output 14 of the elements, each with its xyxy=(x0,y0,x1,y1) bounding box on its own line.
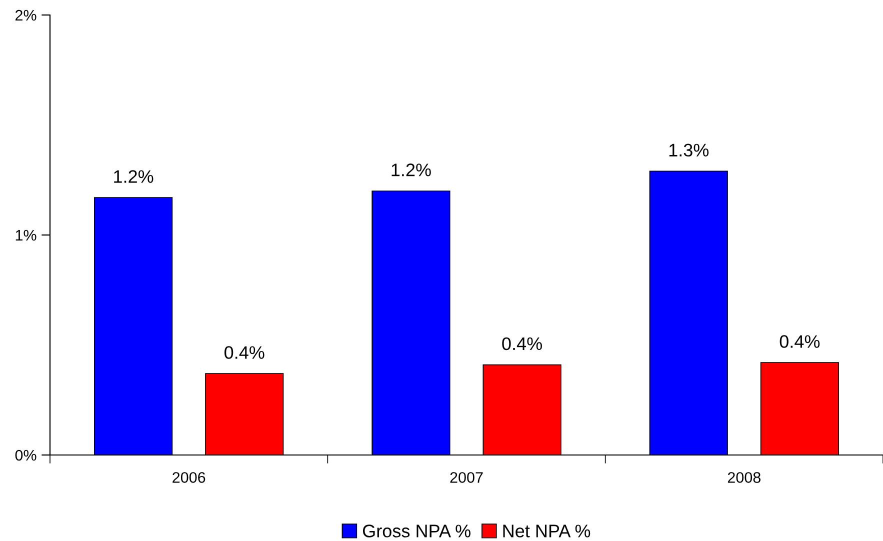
y-tick-label: 2% xyxy=(15,10,36,21)
x-tick-label: 2007 xyxy=(450,472,483,483)
data-label: 0.4% xyxy=(502,337,542,350)
data-label: 1.2% xyxy=(392,164,431,176)
data-label: 0.4% xyxy=(224,346,264,359)
data-label: 1.2% xyxy=(114,170,154,183)
x-tick-label: 2008 xyxy=(728,472,760,483)
y-tick-label: 1% xyxy=(16,230,36,241)
data-label: 0.4% xyxy=(780,335,820,348)
legend-label: Net NPA % xyxy=(503,524,590,538)
legend-label: Gross NPA % xyxy=(362,524,470,538)
x-tick-label: 2006 xyxy=(172,472,206,483)
data-label: 1.3% xyxy=(669,144,709,157)
y-tick-label: 0% xyxy=(15,450,36,461)
